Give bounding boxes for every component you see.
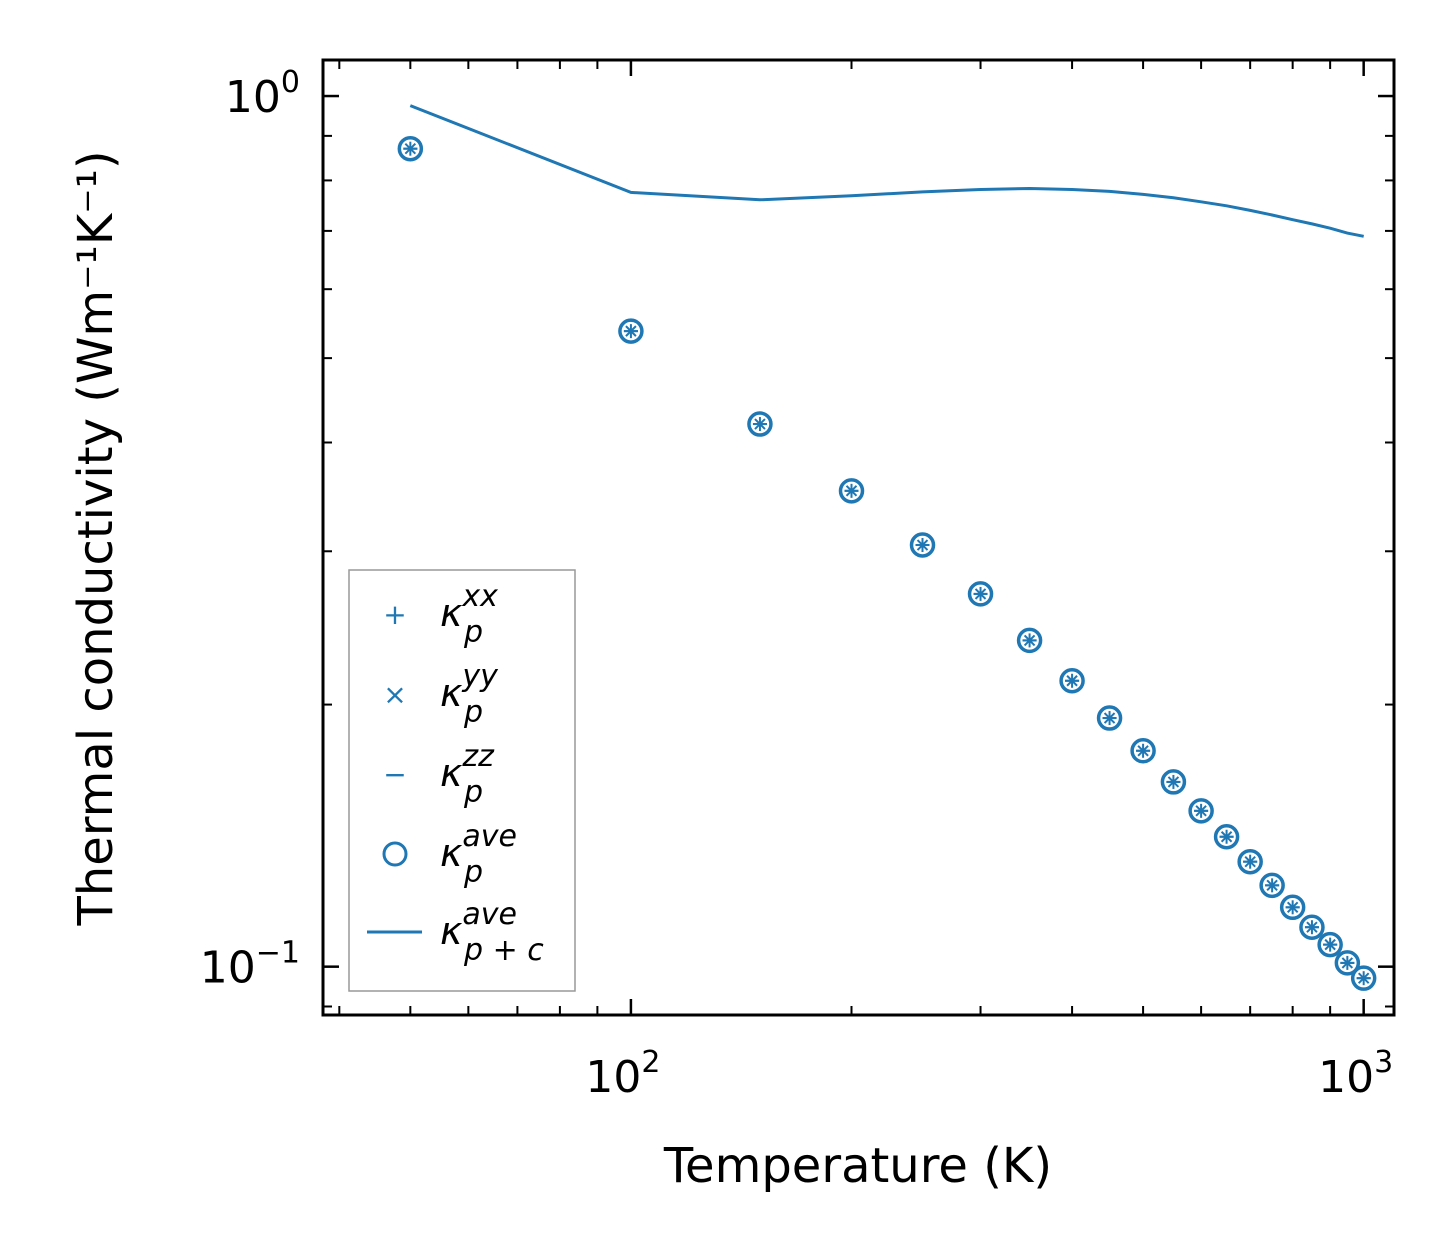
point-kappa-p-ave [1259, 872, 1285, 899]
point-kappa-p-ave [1213, 824, 1240, 850]
y-axis-title: Thermal conductivity (Wm⁻¹K⁻¹) [68, 150, 124, 926]
point-kappa-p-ave [909, 532, 936, 558]
legend-label: κyy p [440, 659, 499, 730]
x-axis-title: Temperature (K) [663, 1138, 1052, 1194]
point-kappa-p-ave [1334, 950, 1361, 976]
legend-entry: − κzz p [383, 739, 495, 810]
point-kappa-p-ave [1317, 931, 1343, 958]
x-tick-label: 103 [1318, 1045, 1393, 1103]
point-kappa-p-ave [1130, 738, 1156, 764]
legend-entry: + κxx p [383, 579, 498, 650]
axes-frame [321, 58, 1396, 1017]
legend-entry: κave p [382, 819, 517, 890]
y-tick-label: 10−1 [200, 936, 300, 994]
point-kappa-p-ave [1059, 668, 1085, 694]
point-kappa-p-ave [618, 318, 644, 344]
legend-label: κave p + c [440, 897, 544, 968]
x-tick-label: 102 [585, 1045, 660, 1103]
series-line-kappa-p-c-ave [409, 104, 1364, 238]
point-kappa-p-ave [1016, 627, 1043, 654]
point-kappa-p-ave [747, 411, 773, 437]
point-kappa-p-ave [1188, 798, 1214, 824]
major-ticks [323, 60, 1394, 1015]
tick-labels: 102 103 10−1 100 [200, 65, 1393, 1103]
point-kappa-p-ave [1237, 848, 1263, 875]
legend-marker-swatch: + [383, 598, 406, 631]
legend-entry: κave p + c [367, 897, 544, 968]
point-kappa-p-ave [1279, 894, 1306, 921]
point-kappa-p-ave [1096, 705, 1123, 731]
legend-label: κave p [440, 819, 517, 890]
point-kappa-p-ave [1299, 914, 1325, 940]
point-kappa-p-ave [838, 478, 865, 504]
point-kappa-p-ave [1160, 769, 1187, 795]
point-kappa-p-ave [1350, 965, 1377, 991]
legend-entry: × κyy p [383, 659, 499, 730]
legend-marker-swatch: × [383, 678, 406, 711]
legend-label: κxx p [440, 579, 498, 650]
point-kappa-p-ave [397, 135, 424, 162]
point-kappa-p-ave [967, 581, 994, 607]
legend-circle-swatch [382, 841, 408, 867]
plot-area [397, 104, 1377, 991]
legend-frame [348, 569, 576, 992]
legend-marker-swatch: − [383, 758, 406, 791]
y-tick-label: 100 [225, 65, 300, 123]
legend-label: κzz p [440, 739, 495, 810]
